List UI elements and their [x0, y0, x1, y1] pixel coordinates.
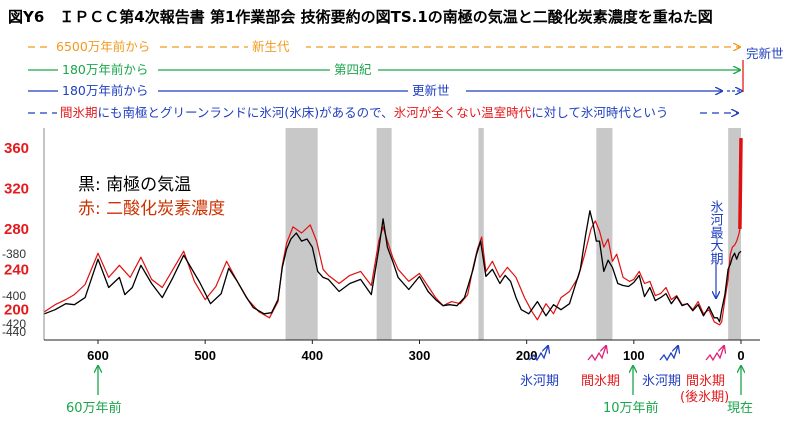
y-tick-co2-4: 200 — [4, 302, 29, 319]
era-quaternary-start: 180万年前から — [62, 62, 148, 77]
x-ticks: 600 500 400 300 200 100 0 — [87, 340, 745, 363]
x-tick-4: 200 — [516, 348, 538, 363]
interglacial-band-1 — [376, 128, 392, 340]
era-cenozoic: 6500万年前から 新生代 — [28, 38, 740, 54]
bottom-annotations: 氷河期 間氷期 氷河期 間氷期 (後氷期) 60万年前 10万年前 現在 — [66, 346, 753, 416]
legend: 黒: 南極の気温 赤: 二酸化炭素濃度 — [72, 168, 250, 220]
series-temperature-line — [44, 210, 742, 323]
y-tick-temp-3: -440 — [2, 325, 26, 339]
post-glacial-label: (後氷期) — [680, 390, 729, 405]
y-tick-temp-1: -400 — [2, 289, 26, 303]
present-label: 現在 — [727, 401, 753, 416]
last-glacial-max-label: 氷河最大期 — [708, 200, 724, 266]
glacial-label-2: 氷河期 — [642, 374, 681, 389]
interglacial-band-0 — [285, 128, 318, 340]
era-pleistocene-name: 更新世 — [412, 83, 450, 98]
interglacial-bands — [285, 128, 741, 340]
note-interglacial: 間氷期 — [60, 105, 98, 120]
legend-temperature: 黒: 南極の気温 — [78, 175, 191, 195]
x-tick-3: 300 — [409, 348, 431, 363]
y-tick-temp-2: -420 — [2, 317, 26, 331]
series-co2-line — [44, 138, 742, 326]
series-layer — [44, 138, 743, 326]
interglacial-band-2 — [478, 128, 484, 340]
y-tick-co2-2: 280 — [4, 221, 29, 238]
ky600-label: 60万年前 — [66, 400, 122, 416]
holocene-marker: 完新世 — [727, 46, 784, 92]
note-greenhouse: 氷河が全くない温室時代 — [394, 105, 532, 120]
y-tick-co2-3: 240 — [4, 261, 29, 278]
x-tick-0: 600 — [87, 348, 109, 363]
interglacial-label-2: 間氷期 — [686, 374, 725, 389]
chart-title: 図Y6 ＩＰＣＣ第4次報告書 第1作業部会 技術要約の図TS.1の南極の気温と二… — [8, 8, 713, 26]
x-tick-5: 100 — [623, 348, 645, 363]
era-quaternary: 180万年前から 第四紀 — [28, 61, 740, 77]
interglacial-band-4 — [728, 128, 741, 340]
era-cenozoic-start: 6500万年前から — [56, 39, 150, 54]
last-glacial-max-annotation: 氷河最大期 — [708, 200, 724, 298]
y-ticks: 360 320 280 240 200 -380 -400 -420-440 — [2, 140, 29, 339]
y-tick-co2-0: 360 — [4, 140, 29, 157]
y-tick-temp-0: -380 — [2, 247, 26, 261]
glacial-label-1: 氷河期 — [520, 374, 559, 389]
interglacial-band-3 — [596, 128, 613, 340]
x-tick-6: 0 — [737, 348, 744, 363]
note-text: 間氷期にも南極とグリーンランドに氷河(氷床)があるので、氷河が全くない温室時代に… — [60, 105, 668, 120]
era-cenozoic-name: 新生代 — [252, 39, 290, 54]
co2-recent-rise — [738, 138, 743, 230]
era-pleistocene: 180万年前から 更新世 — [28, 82, 722, 98]
x-tick-2: 400 — [301, 348, 323, 363]
holocene-label: 完新世 — [746, 46, 784, 61]
y-tick-co2-1: 320 — [4, 181, 29, 198]
x-tick-1: 500 — [194, 348, 216, 363]
ky100-label: 10万年前 — [603, 400, 659, 416]
note-row: 間氷期にも南極とグリーンランドに氷河(氷床)があるので、氷河が全くない温室時代に… — [28, 104, 738, 121]
interglacial-label-1: 間氷期 — [581, 374, 620, 389]
legend-co2: 赤: 二酸化炭素濃度 — [78, 199, 225, 219]
plot-area: 360 320 280 240 200 -380 -400 -420-440 600 500 40… — [2, 128, 760, 363]
era-quaternary-name: 第四紀 — [334, 62, 372, 77]
era-pleistocene-start: 180万年前から — [62, 83, 148, 98]
